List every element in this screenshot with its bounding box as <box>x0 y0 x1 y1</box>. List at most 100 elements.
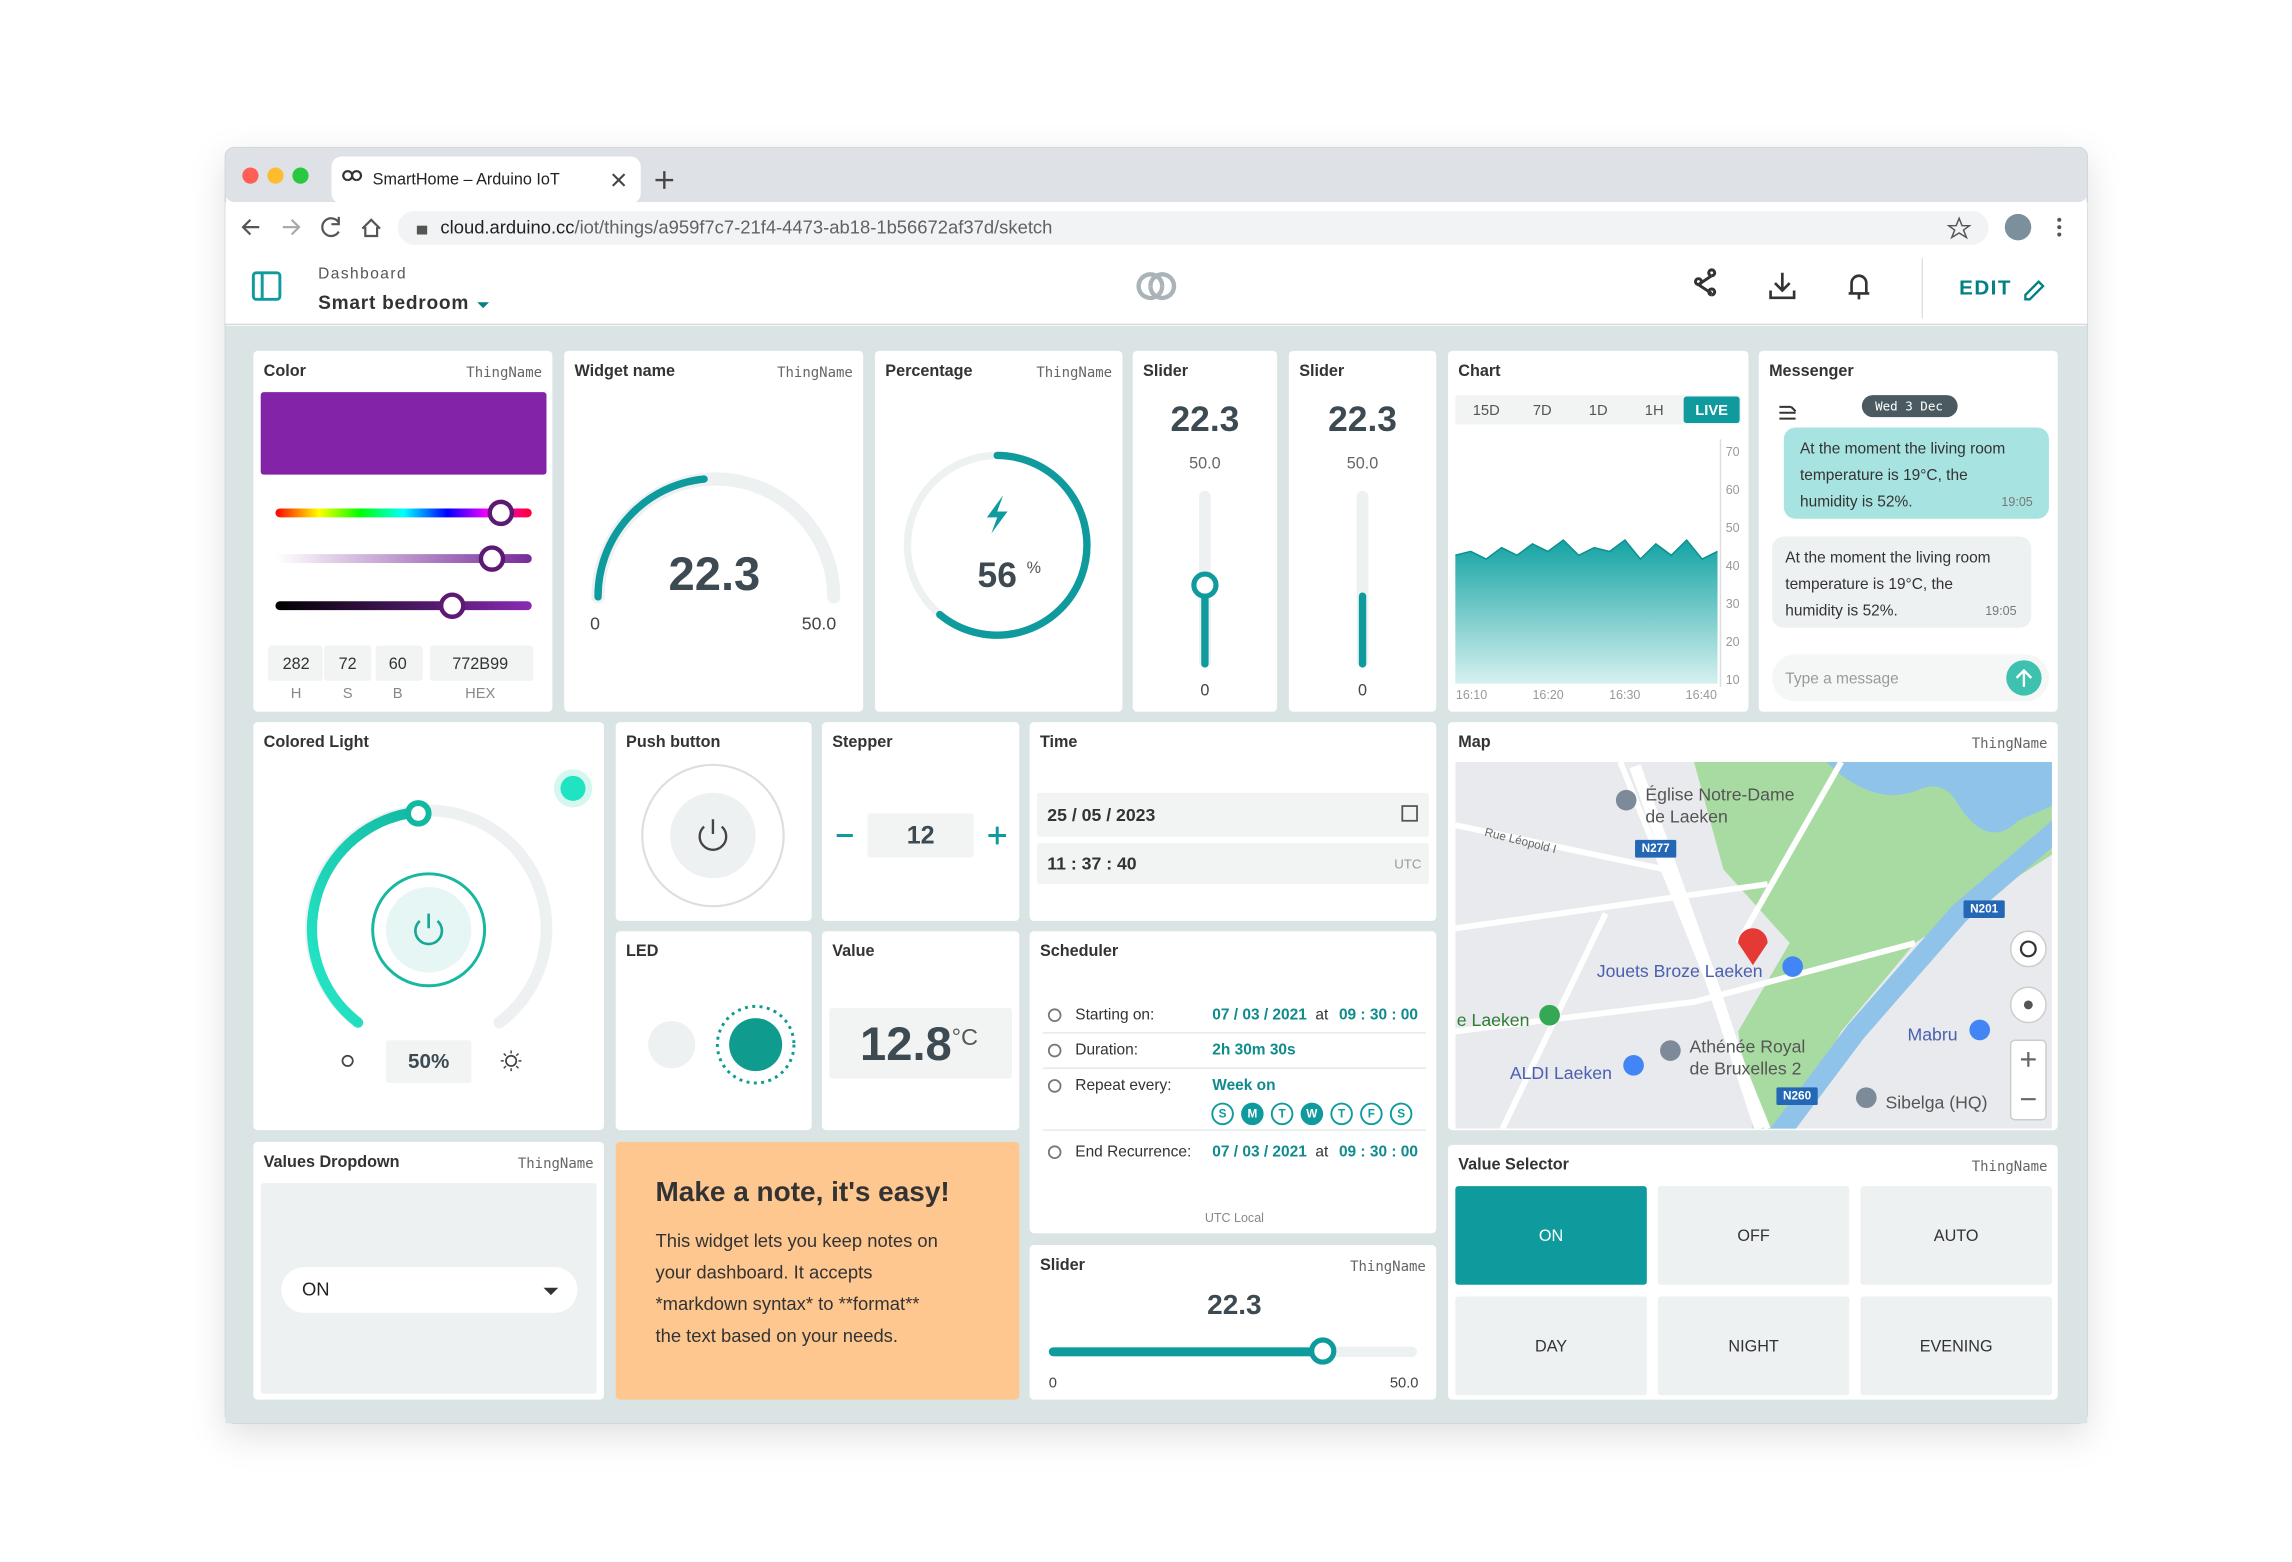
power-ring <box>371 872 487 988</box>
thing-name: ThingName <box>1350 1259 1426 1275</box>
thing-name: ThingName <box>1036 365 1112 381</box>
home-button <box>361 218 381 238</box>
road-shield <box>1635 839 1677 858</box>
day-label: T <box>1279 1108 1287 1121</box>
led-on <box>729 1018 783 1072</box>
y-tick-label: 70 <box>1726 445 1740 459</box>
selector-option[interactable] <box>1860 1296 2052 1396</box>
note-text: your dashboard. It accepts <box>655 1262 872 1283</box>
light-indicator <box>560 775 586 801</box>
timezone: UTC <box>1394 856 1422 871</box>
widget-title: Slider <box>1040 1256 1086 1274</box>
day-toggle[interactable] <box>1360 1102 1383 1126</box>
chart-line <box>1455 538 1718 561</box>
range-button[interactable]: 7D <box>1533 403 1552 419</box>
selector-option[interactable] <box>1455 1296 1647 1396</box>
stepper-plus[interactable] <box>988 826 1007 845</box>
schedule-label: Starting on: <box>1075 1006 1154 1023</box>
range-button[interactable]: 1D <box>1589 403 1608 419</box>
sidebar-toggle <box>251 271 282 301</box>
color-value: 772B99 <box>452 655 508 673</box>
power-icon <box>414 913 444 946</box>
map-control[interactable] <box>2009 930 2047 968</box>
locate-icon <box>2023 1000 2033 1010</box>
map-label: e Laeken <box>1457 1010 1530 1030</box>
selector-option[interactable] <box>1455 1186 1647 1285</box>
selector-option[interactable] <box>1657 1186 1850 1285</box>
day-toggle[interactable] <box>1300 1102 1324 1126</box>
widget-card <box>1029 931 1437 1234</box>
title-bar <box>225 147 2088 203</box>
day-toggle[interactable] <box>1241 1102 1264 1126</box>
map-label: Église Notre-Dame <box>1645 784 1794 804</box>
slider-max: 50.0 <box>1390 1375 1419 1391</box>
range-button[interactable]: 1H <box>1645 403 1664 419</box>
slider-min: 0 <box>1358 681 1367 699</box>
widget-title: Time <box>1040 733 1078 751</box>
dropdown-value: ON <box>302 1279 330 1300</box>
message-bubble <box>1783 427 2049 519</box>
note-text: the text based on your needs. <box>655 1325 898 1346</box>
widget-title: Push button <box>626 733 720 751</box>
widget-title: Colored Light <box>264 733 370 751</box>
tab-close <box>612 173 626 187</box>
schedule-label: Repeat every: <box>1075 1077 1171 1094</box>
selector-option[interactable] <box>1657 1296 1850 1396</box>
map-label: de Bruxelles 2 <box>1690 1058 1802 1078</box>
selector-option[interactable] <box>1860 1186 2052 1285</box>
day-toggle[interactable] <box>1211 1102 1234 1126</box>
widget-card <box>564 350 864 712</box>
day-toggle[interactable] <box>1330 1102 1353 1126</box>
map-label: ALDI Laeken <box>1510 1063 1612 1083</box>
push-icon <box>698 819 728 851</box>
message-placeholder: Type a message <box>1785 670 1898 687</box>
color-label: H <box>291 686 302 702</box>
range-button[interactable]: LIVE <box>1695 403 1728 419</box>
message-text: humidity is 52%. <box>1785 603 1898 620</box>
y-tick-label: 50 <box>1726 521 1740 535</box>
push-button[interactable] <box>670 792 756 879</box>
day-label: F <box>1368 1108 1375 1121</box>
y-tick-label: 10 <box>1726 673 1740 687</box>
schedule-value: Week on <box>1212 1077 1275 1094</box>
date-value: 25 / 05 / 2023 <box>1047 805 1155 825</box>
selector-label: ON <box>1539 1227 1563 1245</box>
light-knob <box>405 800 432 827</box>
slider-knob[interactable] <box>1309 1337 1337 1365</box>
map-label: Athénée Royal <box>1690 1036 1806 1056</box>
slider-fill <box>1358 592 1367 668</box>
gauge-max: 50.0 <box>802 614 837 634</box>
notifications-button[interactable] <box>1848 274 1870 300</box>
stepper-box <box>867 813 974 858</box>
day-toggle[interactable] <box>1270 1102 1294 1126</box>
value-display: 12.8 <box>860 1017 952 1070</box>
map-label: N260 <box>1783 1089 1812 1102</box>
download-button[interactable] <box>1769 272 1796 300</box>
road-shield <box>1963 900 2005 918</box>
share-button[interactable] <box>1694 268 1717 297</box>
day-toggle[interactable] <box>1389 1102 1413 1126</box>
zoom-control[interactable] <box>2009 1039 2047 1121</box>
day-label: M <box>1247 1108 1257 1121</box>
gauge-min: 0 <box>590 614 600 634</box>
color-value-box <box>375 645 423 681</box>
map-pin <box>1969 1019 1991 1041</box>
power-button[interactable] <box>385 887 472 973</box>
y-tick-label: 60 <box>1726 483 1740 497</box>
reload-button <box>321 216 340 238</box>
range-button[interactable]: 15D <box>1473 403 1500 419</box>
app-header <box>225 252 2088 325</box>
message-time: 19:05 <box>1985 604 2016 618</box>
messenger-icon <box>1779 405 1797 420</box>
slider-value: 22.3 <box>1207 1289 1261 1320</box>
edit-button[interactable]: EDIT <box>1959 276 2012 299</box>
dropdown-select[interactable] <box>281 1267 578 1313</box>
map-pin <box>1855 1087 1877 1109</box>
slider-fill <box>1048 1347 1323 1357</box>
url-host: cloud.arduino.cc <box>440 216 574 237</box>
slider-value: 22.3 <box>1328 400 1397 439</box>
message-input[interactable] <box>1772 654 2049 702</box>
note-card <box>615 1141 1020 1400</box>
menu-dot <box>2057 232 2062 237</box>
